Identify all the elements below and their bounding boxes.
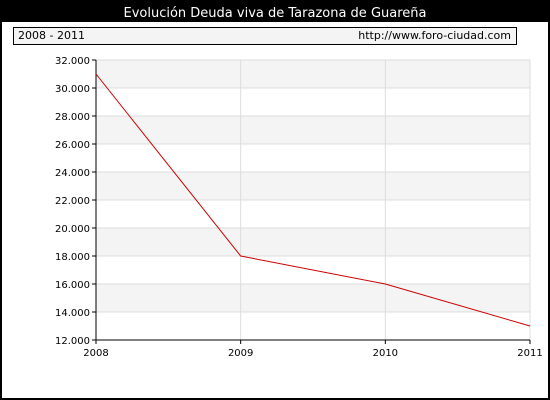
y-tick-label: 30.000 bbox=[55, 84, 90, 95]
plot-band bbox=[96, 116, 530, 144]
plot-band bbox=[96, 60, 530, 88]
x-tick-label: 2009 bbox=[228, 348, 253, 359]
plot-band bbox=[96, 228, 530, 256]
period-label: 2008 - 2011 bbox=[18, 29, 85, 42]
x-tick-label: 2010 bbox=[373, 348, 398, 359]
y-tick-label: 24.000 bbox=[55, 168, 90, 179]
y-axis-ticks: 12.000 14.000 16.000 18.000 20.000 22.000 24.0… bbox=[55, 56, 90, 347]
x-axis-ticks: 2008 2009 2010 2011 bbox=[83, 348, 542, 359]
y-tick-label: 28.000 bbox=[55, 112, 90, 123]
y-tick-label: 20.000 bbox=[55, 224, 90, 235]
chart-title: Evolución Deuda viva de Tarazona de Guar… bbox=[123, 6, 427, 21]
axes bbox=[92, 59, 531, 344]
y-tick-label: 32.000 bbox=[55, 56, 90, 67]
y-tick-label: 26.000 bbox=[55, 140, 90, 151]
info-bar: 2008 - 2011 http://www.foro-ciudad.com bbox=[13, 27, 517, 45]
y-tick-label: 12.000 bbox=[55, 336, 90, 347]
plot-band bbox=[96, 172, 530, 200]
series-line bbox=[95, 73, 531, 327]
x-tick-label: 2008 bbox=[83, 348, 108, 359]
series-layer bbox=[95, 73, 531, 327]
y-tick-label: 14.000 bbox=[55, 308, 90, 319]
y-tick-label: 16.000 bbox=[55, 280, 90, 291]
y-tick-label: 18.000 bbox=[55, 252, 90, 263]
x-tick-label: 2011 bbox=[517, 348, 542, 359]
source-link[interactable]: http://www.foro-ciudad.com bbox=[358, 29, 511, 42]
plot-band bbox=[96, 284, 530, 312]
y-tick-label: 22.000 bbox=[55, 196, 90, 207]
